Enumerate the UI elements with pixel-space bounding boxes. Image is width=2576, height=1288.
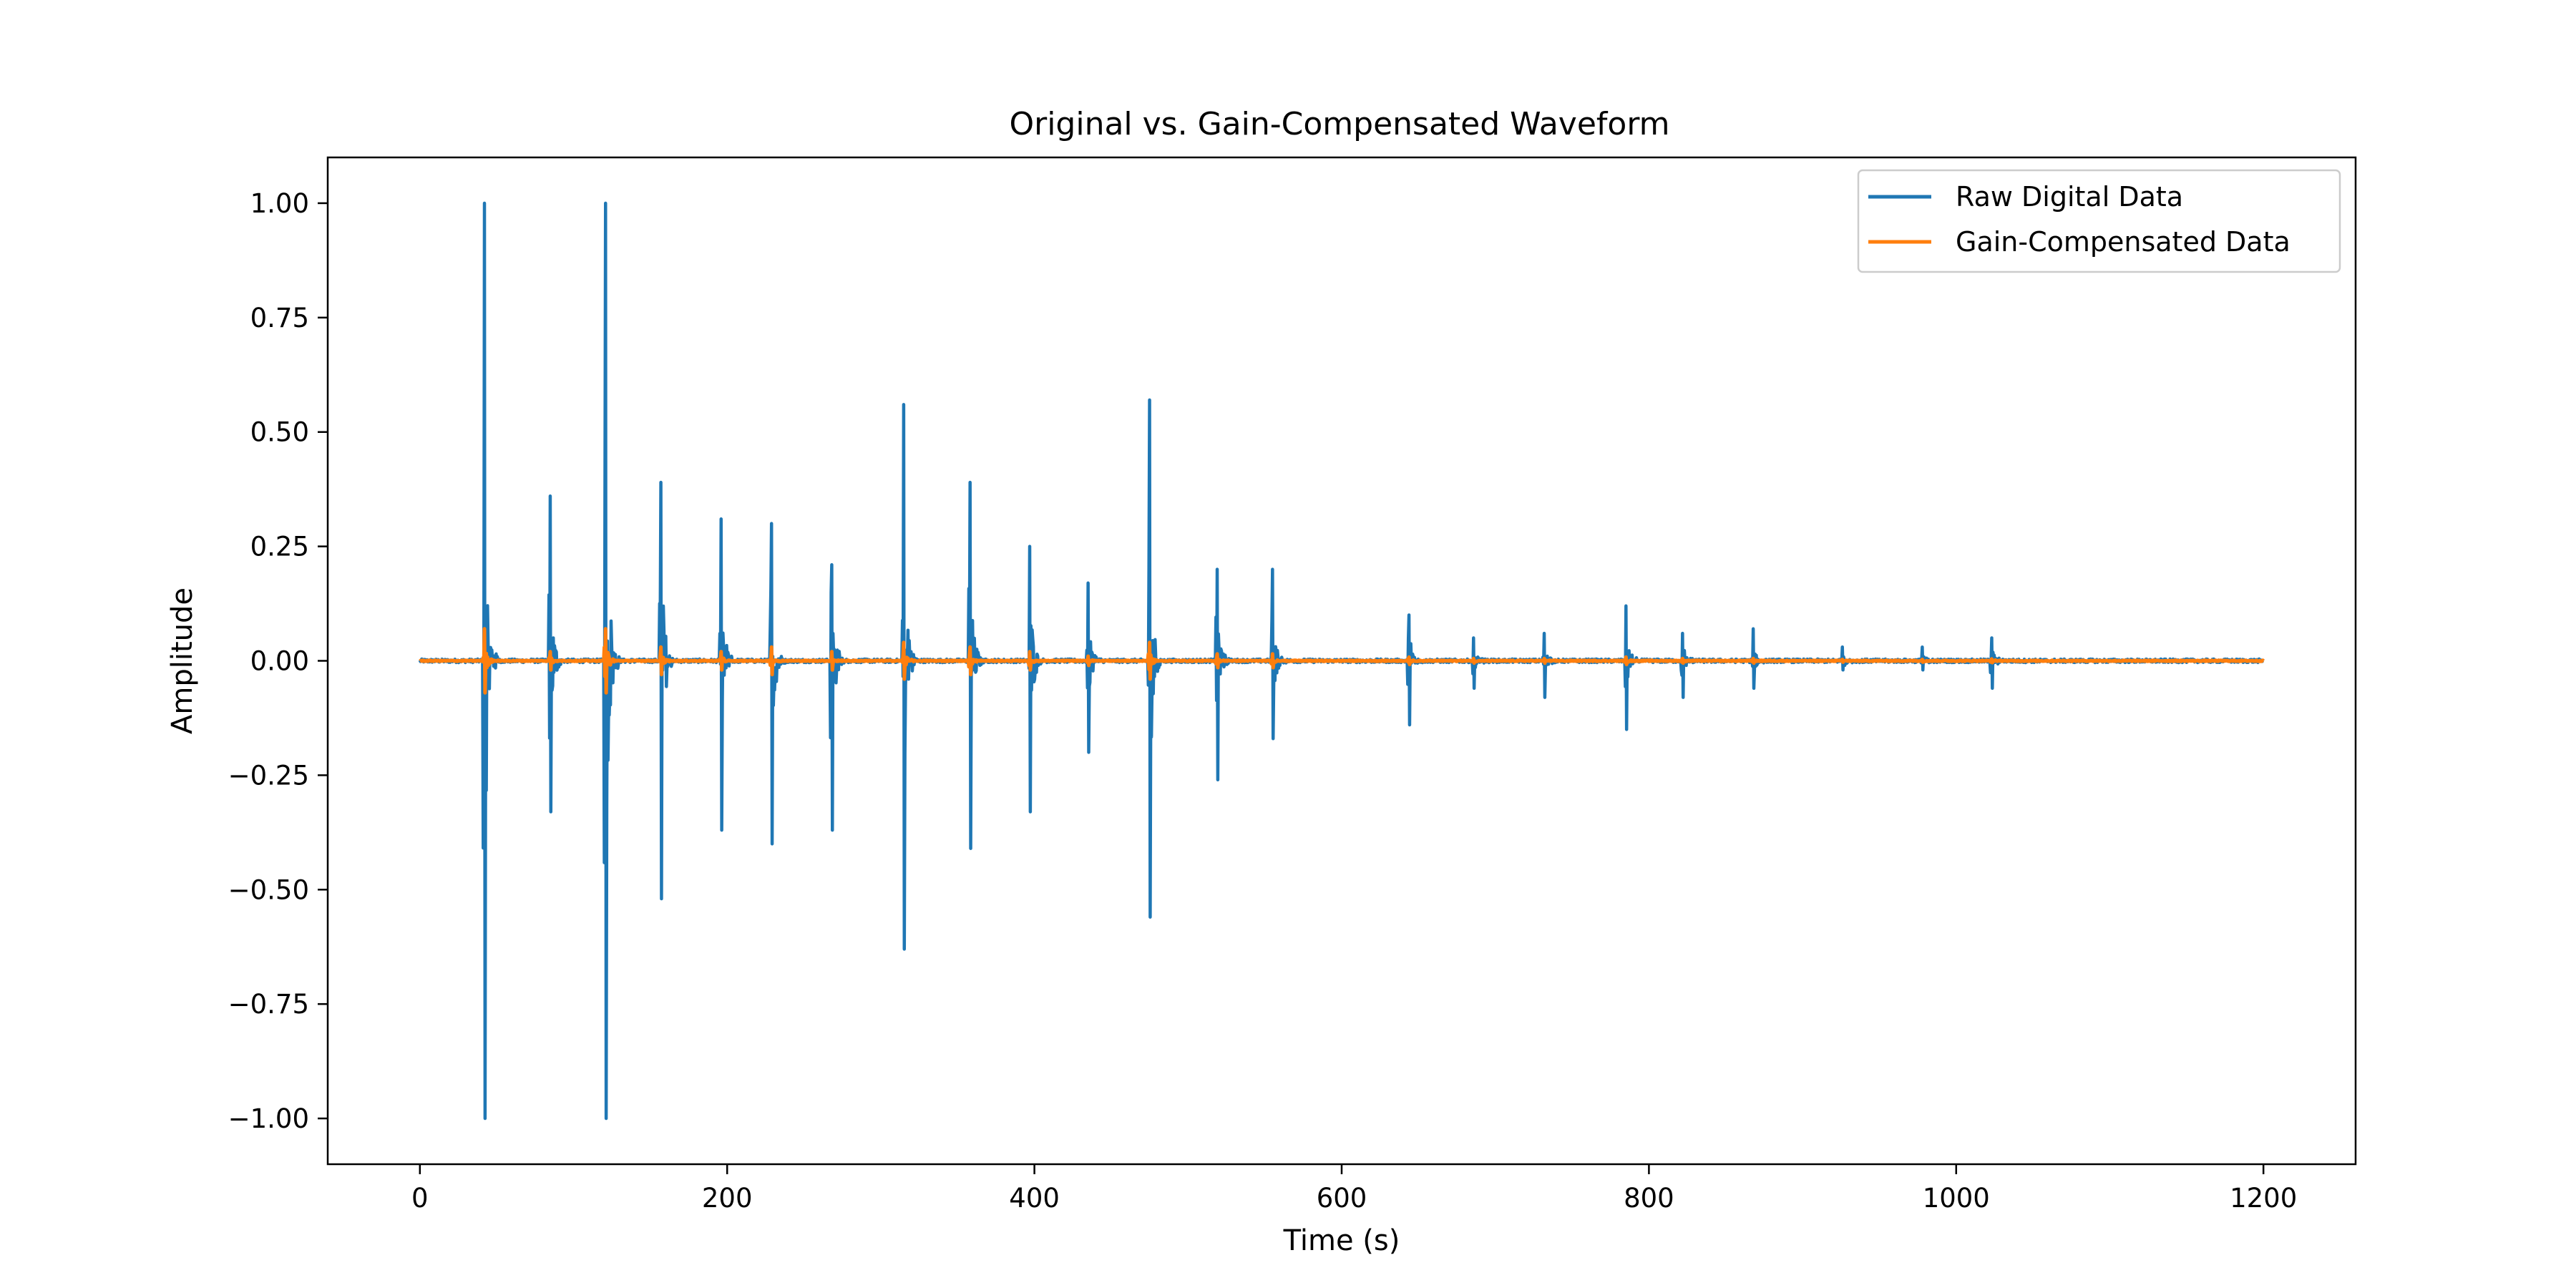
series-layer (418, 201, 2265, 1121)
gain-compensated-series-line (419, 627, 2265, 695)
x-tick-label: 600 (1317, 1183, 1367, 1214)
x-axis: 0 200 400 600 800 1000 1200 (411, 1164, 2297, 1214)
y-tick-label: −0.25 (228, 760, 309, 791)
x-tick-label: 1200 (2230, 1183, 2297, 1214)
x-tick-label: 1000 (1923, 1183, 1990, 1214)
legend-label: Raw Digital Data (1956, 181, 2183, 213)
legend: Raw Digital Data Gain-Compensated Data (1857, 169, 2341, 273)
chart-title: Original vs. Gain-Compensated Waveform (1009, 106, 1669, 142)
x-tick-label: 0 (411, 1183, 429, 1214)
y-tick-label: −1.00 (228, 1103, 309, 1134)
y-tick-label: 0.00 (250, 646, 309, 677)
y-tick-label: 1.00 (250, 188, 309, 219)
y-tick-label: 0.75 (250, 303, 309, 333)
y-tick-label: −0.50 (228, 874, 309, 905)
x-tick-label: 400 (1009, 1183, 1060, 1214)
y-tick-label: 0.25 (250, 532, 309, 562)
legend-label: Gain-Compensated Data (1956, 226, 2290, 258)
y-axis: 1.00 0.75 0.50 0.25 0.00 −0.25 −0.50 −0.75 −1.00 (228, 188, 328, 1134)
y-axis-label: Amplitude (166, 587, 199, 734)
y-tick-label: 0.50 (250, 417, 309, 448)
x-tick-label: 800 (1624, 1183, 1674, 1214)
x-tick-label: 200 (702, 1183, 753, 1214)
x-axis-label: Time (s) (1283, 1224, 1400, 1257)
legend-box (1857, 169, 2341, 273)
y-tick-label: −0.75 (228, 989, 309, 1020)
